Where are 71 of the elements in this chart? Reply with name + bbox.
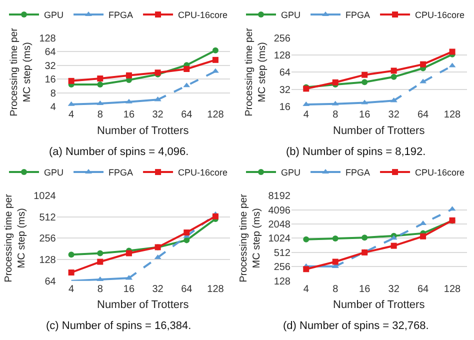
x-axis-title: Number of Trotters [97,125,190,137]
y-tick-label: 256 [274,33,291,44]
y-tick-label: 4096 [268,205,291,216]
x-tick-label: 16 [359,110,371,121]
y-tick-label: 16 [44,74,56,86]
y-axis-title: Processing time per MC step (ms) [238,193,262,282]
y-tick-label: 512 [274,248,291,259]
x-tick-label: 8 [97,284,104,295]
legend-label: CPU-16core [178,168,228,178]
y-tick-label: 1024 [34,191,56,202]
x-tick-label: 32 [388,284,400,295]
x-tick-label: 32 [388,110,400,121]
x-tick-label: 8 [97,110,104,121]
x-axis-title: Number of Trotters [333,299,426,311]
legend-label: CPU-16core [415,10,465,20]
x-tick-label: 4 [303,284,310,295]
x-tick-label: 64 [181,110,193,121]
y-tick-label: 128 [274,276,291,288]
y-tick-label: 1024 [268,234,291,245]
x-tick-label: 8 [332,110,339,121]
y-tick-label: 256 [39,234,56,245]
text: (b) Number of spins = 8,192. [286,146,426,158]
y-tick-label: 256 [274,262,291,274]
text: (d) Number of spins = 32,768. [283,320,429,332]
x-tick-label: 16 [359,284,371,295]
x-tick-label: 128 [444,110,462,121]
x-tick-label: 32 [152,284,164,295]
x-tick-label: 32 [152,110,164,121]
y-tick-label: 64 [44,276,56,288]
y-axis-title: Processing time per MC step (ms) [4,193,28,282]
y-tick-label: 8 [50,88,56,100]
y-tick-label: 512 [39,212,56,224]
x-tick-label: 128 [207,110,224,121]
x-tick-label: 128 [207,284,224,295]
legend-label: GPU [44,168,64,178]
y-tick-label: 128 [39,33,56,44]
y-tick-label: 32 [44,60,56,72]
legend-label: GPU [281,168,301,178]
legend-label: FPGA [346,10,370,20]
legend-label: CPU-16core [178,10,228,20]
legend-label: GPU [44,10,64,20]
y-tick-label: 128 [274,50,291,62]
legend-label: FPGA [346,168,370,178]
x-tick-label: 4 [303,110,310,121]
legend-label: FPGA [108,168,134,178]
y-tick-label: 64 [44,47,56,58]
y-tick-label: 4 [50,102,56,114]
x-tick-label: 16 [123,110,135,121]
x-axis-title: Number of Trotters [333,125,426,137]
y-axis-title: Processing time per MC step (ms) [244,27,268,116]
legend-label: CPU-16core [415,168,465,178]
y-tick-label: 16 [279,102,291,114]
y-axis-title: Processing time per MC step (ms) [9,27,34,116]
text: (c) Number of spins = 16,384. [46,320,192,332]
x-axis-title: Number of Trotters [97,299,190,311]
x-tick-label: 8 [332,284,339,295]
x-tick-label: 128 [444,284,462,295]
x-tick-label: 64 [417,110,430,121]
y-tick-label: 128 [39,255,56,266]
x-tick-label: 4 [68,284,75,295]
x-tick-label: 16 [123,284,135,295]
y-tick-label: 32 [279,84,291,96]
x-tick-label: 64 [181,284,193,295]
x-tick-label: 64 [417,284,430,295]
y-tick-label: 64 [279,68,291,79]
text: (a) Number of spins = 4,096. [49,146,189,158]
legend-label: FPGA [108,10,134,20]
y-tick-label: 8192 [268,191,291,202]
x-tick-label: 4 [68,110,75,121]
y-tick-label: 2048 [268,219,291,230]
legend-label: GPU [281,10,301,20]
